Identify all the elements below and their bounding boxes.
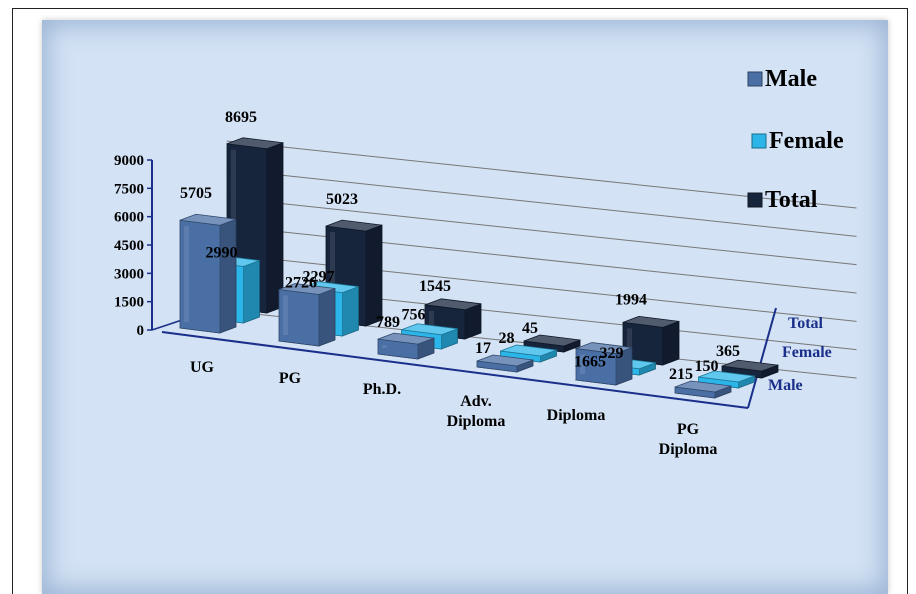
data-label: 1545 [419,278,451,295]
depth-axis [747,307,777,409]
data-label: 789 [376,314,400,331]
legend-label: Total [765,187,818,213]
x-tick-label: Diploma [659,441,718,458]
data-label: 17 [475,340,491,357]
data-label: 1665 [574,354,606,371]
x-tick-label: PG [677,421,700,438]
bar [500,344,557,363]
depth-tick-label: Female [782,344,832,361]
bar [179,213,237,334]
bar [278,283,336,347]
x-tick-label: Ph.D. [363,381,401,398]
y-tick-label: 0 [137,323,145,339]
bar [476,354,534,373]
floor-edge [151,319,183,331]
x-tick-label: Diploma [547,407,606,424]
legend-label: Male [765,66,817,92]
data-label: 2990 [206,245,238,262]
legend-swatch [747,71,763,87]
gridline [226,168,857,237]
data-label: 2297 [303,269,335,286]
data-label: 329 [600,345,624,362]
legend-swatch [747,192,763,208]
bar [574,342,633,386]
legend-swatch [751,133,767,149]
gridline [226,197,857,266]
y-tick-label: 9000 [114,153,144,169]
y-tick-label: 7500 [114,181,144,197]
data-label: 1994 [615,291,647,308]
y-tick-label: 3000 [114,266,144,282]
depth-tick-label: Total [788,315,824,332]
y-tick-label: 6000 [114,210,144,226]
bar [622,315,680,366]
data-label: 5023 [326,191,358,208]
bar [674,380,732,399]
x-tick-label: Adv. [460,393,492,410]
data-label: 756 [402,307,426,324]
data-label: 45 [522,320,538,337]
data-label: 215 [669,366,693,383]
x-axis [161,331,749,409]
legend-label: Female [769,128,844,154]
data-label: 365 [716,343,740,360]
depth-tick-label: Male [768,377,803,394]
data-label: 150 [695,358,719,375]
data-label: 28 [499,330,515,347]
data-label: 8695 [225,109,257,126]
x-tick-label: Diploma [447,413,506,430]
data-label: 2726 [285,275,317,292]
y-tick-label: 1500 [114,295,144,311]
data-label: 5705 [180,185,212,202]
x-tick-label: UG [190,359,215,376]
bar [377,332,435,360]
x-tick-label: PG [279,370,302,387]
y-tick-label: 4500 [114,238,144,254]
